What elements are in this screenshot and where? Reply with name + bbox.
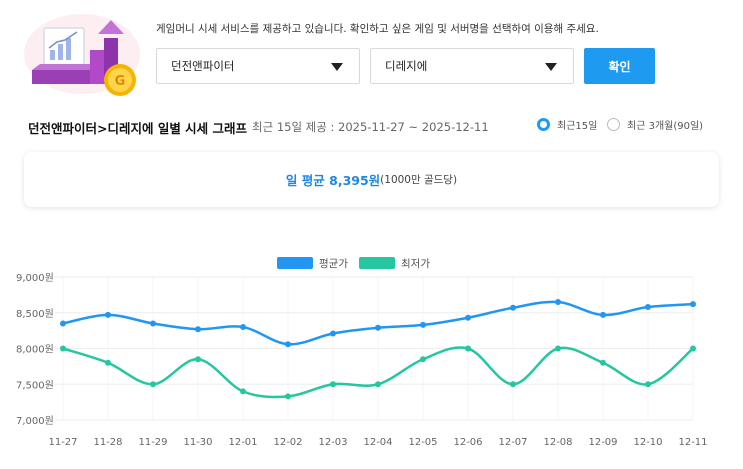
market-illustration: G xyxy=(24,14,140,96)
data-point xyxy=(330,381,336,388)
x-tick-label: 11-27 xyxy=(48,437,77,448)
data-point xyxy=(645,381,651,388)
data-point xyxy=(555,299,561,306)
x-tick-label: 12-05 xyxy=(408,437,437,448)
game-select[interactable]: 던전앤파이터 xyxy=(156,48,360,84)
data-point xyxy=(240,324,246,331)
legend-label: 최저가 xyxy=(401,258,430,270)
data-point xyxy=(105,311,111,318)
server-select-value: 디레지에 xyxy=(385,59,428,73)
data-point xyxy=(150,381,156,388)
x-tick-label: 12-11 xyxy=(678,437,707,448)
x-tick-label: 11-29 xyxy=(138,437,167,448)
data-point xyxy=(510,304,516,311)
average-value: 일 평균 8,395원 xyxy=(285,173,381,188)
x-tick-label: 12-07 xyxy=(498,437,527,448)
y-tick-label: 8,500원 xyxy=(16,308,54,320)
game-select-value: 던전앤파이터 xyxy=(171,59,235,73)
intro-text: 게임머니 시세 서비스를 제공하고 있습니다. 확인하고 싶은 게임 및 서버명… xyxy=(156,23,599,35)
x-tick-label: 11-28 xyxy=(93,437,122,448)
data-point xyxy=(600,311,606,318)
radio-selected-icon xyxy=(537,118,550,131)
average-unit: (1000만 골드당) xyxy=(380,174,458,186)
data-point xyxy=(330,330,336,337)
radio-recent-90[interactable]: 최근 3개월(90일) xyxy=(607,117,703,132)
x-tick-label: 12-06 xyxy=(453,437,482,448)
x-tick-label: 12-01 xyxy=(228,437,257,448)
x-tick-label: 12-09 xyxy=(588,437,617,448)
radio-unselected-icon xyxy=(607,118,620,131)
coin-letter: G xyxy=(115,74,126,89)
confirm-button[interactable]: 확인 xyxy=(584,48,655,84)
y-tick-label: 7,500원 xyxy=(16,379,54,391)
chevron-down-icon xyxy=(545,63,557,71)
data-point xyxy=(690,345,696,352)
graph-subtitle: 최근 15일 제공 : 2025-11-27 ~ 2025-12-11 xyxy=(252,120,489,134)
data-point xyxy=(195,356,201,363)
x-tick-label: 12-03 xyxy=(318,437,347,448)
radio-label-15: 최근15일 xyxy=(557,121,598,132)
x-tick-label: 11-30 xyxy=(183,437,212,448)
data-point xyxy=(555,345,561,352)
average-summary: 일 평균 8,395원 (1000만 골드당) xyxy=(24,152,719,207)
y-tick-label: 7,000원 xyxy=(16,415,54,427)
chevron-down-icon xyxy=(331,63,343,71)
legend-swatch xyxy=(277,257,313,269)
gold-coin-icon: G xyxy=(104,64,136,96)
data-point xyxy=(60,345,66,352)
legend-swatch xyxy=(359,257,395,269)
data-point xyxy=(420,356,426,363)
price-line-chart: 9,000원 8,500원 8,000원 7,500원 7,000원 11-27 11-28… xyxy=(16,257,708,448)
y-tick-label: 9,000원 xyxy=(16,272,54,284)
x-tick-label: 12-08 xyxy=(543,437,572,448)
graph-title: 던전앤파이터>디레지에 일별 시세 그래프 xyxy=(28,121,248,136)
data-point xyxy=(465,345,471,352)
data-point xyxy=(465,314,471,321)
data-point xyxy=(150,320,156,327)
x-tick-label: 12-10 xyxy=(633,437,662,448)
data-point xyxy=(510,381,516,388)
data-point xyxy=(60,320,66,327)
legend-label: 평균가 xyxy=(319,258,348,270)
x-tick-label: 12-04 xyxy=(363,437,392,448)
data-point xyxy=(420,321,426,328)
radio-recent-15[interactable]: 최근15일 xyxy=(537,117,597,132)
data-point xyxy=(105,359,111,366)
x-tick-label: 12-02 xyxy=(273,437,302,448)
radio-label-90: 최근 3개월(90일) xyxy=(627,121,704,132)
data-point xyxy=(600,359,606,366)
data-point xyxy=(690,301,696,308)
data-point xyxy=(195,326,201,333)
data-point xyxy=(285,393,291,400)
data-point xyxy=(375,381,381,388)
data-point xyxy=(375,324,381,331)
server-select[interactable]: 디레지에 xyxy=(370,48,574,84)
data-point xyxy=(240,388,246,395)
data-point xyxy=(645,304,651,311)
data-point xyxy=(285,341,291,348)
y-tick-label: 8,000원 xyxy=(16,344,54,356)
